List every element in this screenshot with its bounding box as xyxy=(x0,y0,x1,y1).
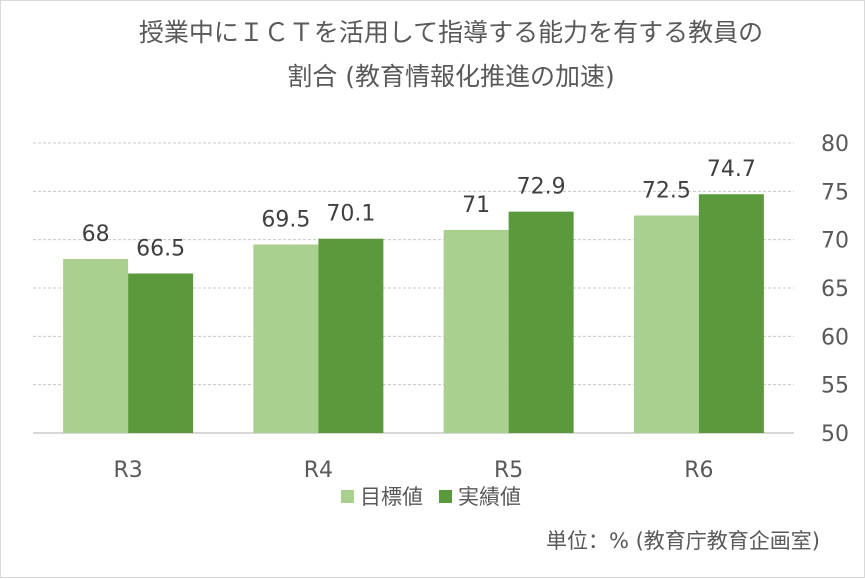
bar-actual xyxy=(508,211,574,433)
y-tick-label: 60 xyxy=(821,325,849,350)
legend-label-actual: 実績値 xyxy=(458,485,521,509)
data-label: 70.1 xyxy=(326,202,375,227)
bar-actual xyxy=(698,194,764,433)
x-tick-label: R6 xyxy=(684,458,713,483)
legend-swatch-actual xyxy=(439,489,452,503)
unit-source-note: 単位：% (教育庁教育企画室) xyxy=(545,529,820,553)
chart-title: 授業中にＩＣＴを活用して指導する能力を有する教員の 割合 (教育情報化推進の加速… xyxy=(61,11,841,99)
bar-target xyxy=(443,230,509,433)
data-label: 69.5 xyxy=(261,208,310,233)
chart-title-line-2: 割合 (教育情報化推進の加速) xyxy=(287,62,615,91)
data-label: 71 xyxy=(462,193,490,218)
y-tick-label: 65 xyxy=(821,277,849,302)
x-tick-label: R4 xyxy=(304,458,333,483)
chart-title-line-1: 授業中にＩＣＴを活用して指導する能力を有する教員の xyxy=(138,18,764,47)
y-tick-label: 75 xyxy=(821,180,849,205)
data-label: 68 xyxy=(82,222,110,247)
x-tick-label: R5 xyxy=(494,458,523,483)
legend-swatch-target xyxy=(341,489,354,503)
data-label: 74.7 xyxy=(707,157,756,182)
bar-target xyxy=(253,244,319,433)
legend-label-target: 目標値 xyxy=(360,485,423,509)
y-tick-label: 80 xyxy=(821,132,849,157)
legend-item-target: 目標値 xyxy=(341,481,423,511)
bar-actual xyxy=(128,273,194,433)
legend-item-actual: 実績値 xyxy=(439,481,521,511)
y-tick-label: 70 xyxy=(821,229,849,254)
data-label: 66.5 xyxy=(136,237,185,262)
y-tick-label: 50 xyxy=(821,422,849,447)
y-tick-label: 55 xyxy=(821,374,849,399)
bar-actual xyxy=(318,238,384,433)
legend: 目標値 実績値 xyxy=(341,481,521,511)
bar-target xyxy=(63,259,129,433)
data-label: 72.9 xyxy=(517,175,566,200)
x-tick-label: R3 xyxy=(113,458,142,483)
bar-target xyxy=(633,215,699,433)
data-label: 72.5 xyxy=(642,179,691,204)
